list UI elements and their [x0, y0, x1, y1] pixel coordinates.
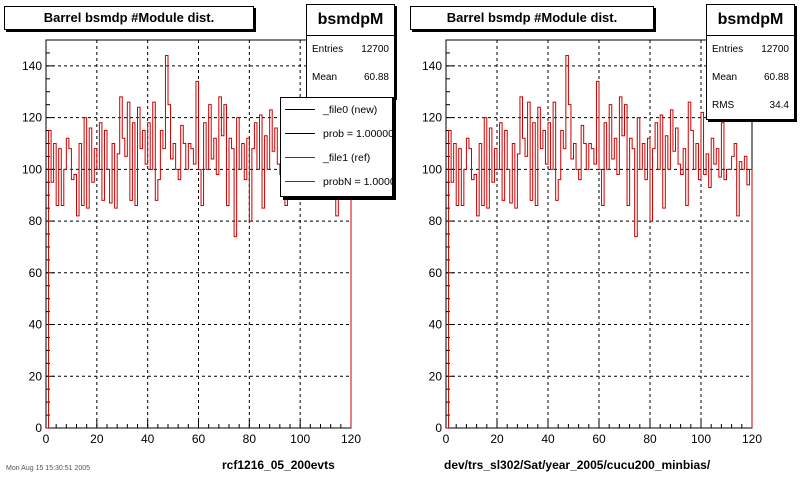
panel-2-x-tick-label: 60 — [592, 432, 606, 446]
panel-1-entries-label: Entries — [312, 44, 344, 55]
panel-2-x-caption: dev/trs_sl302/Sat/year_2005/cucu200_minb… — [444, 458, 711, 472]
panel-2-entries-value: 12700 — [761, 44, 789, 55]
panel-1-y-tick-label: 100 — [22, 162, 42, 176]
panel-2-x-tick-label: 120 — [742, 432, 762, 446]
date-stamp: Mon Aug 15 15:30:51 2005 — [6, 465, 91, 472]
panel-1-x-caption: rcf1216_05_200evts — [222, 458, 335, 472]
legend-swatch-prob — [285, 133, 315, 134]
panel-1-x-tick-label: 80 — [243, 432, 257, 446]
panel-1-stats-box: bsmdpM Entries 12700 Mean 60.88 — [306, 4, 395, 98]
legend-entry-prob: prob = 1.000000 — [281, 122, 392, 146]
legend-entry-probn: probN = 1.000000 — [281, 170, 392, 194]
panel-1-stats-mean-row: Mean 60.88 — [307, 64, 394, 92]
panel-1-y-tick-label: 40 — [29, 318, 43, 332]
panel-2-y-tick-label: 40 — [429, 318, 443, 332]
panel-1-y-tick-label: 20 — [29, 369, 43, 383]
legend-entry-file0: _file0 (new) — [281, 98, 392, 122]
panel-2-stats-entries-row: Entries 12700 — [707, 36, 794, 64]
panel-1-title: Barrel bsmdp #Module dist. — [4, 6, 254, 30]
panel-2-y-tick-label: 60 — [429, 266, 443, 280]
panel-2-stats-name: bsmdpM — [707, 5, 794, 36]
panel-1-mean-label: Mean — [312, 72, 338, 83]
panel-2-y-tick-label: 120 — [422, 111, 442, 125]
legend-swatch-file1 — [285, 157, 315, 158]
panel-2-x-tick-label: 20 — [490, 432, 504, 446]
panel-2-entries-label: Entries — [712, 44, 744, 55]
panel-1-entries-value: 12700 — [361, 44, 389, 55]
panel-1-x-tick-label: 20 — [90, 432, 104, 446]
panel-1-y-tick-label: 140 — [22, 59, 42, 73]
panel-2-mean-label: Mean — [712, 72, 738, 83]
panel-2-stats-mean-row: Mean 60.88 — [707, 64, 794, 92]
panel-1-x-tick-label: 120 — [341, 432, 361, 446]
legend-label-prob: prob = 1.000000 — [323, 128, 393, 140]
panel-2-y-tick-label: 100 — [422, 162, 442, 176]
panel-1-x-tick-label: 100 — [290, 432, 310, 446]
panel-2-rms-label: RMS — [712, 100, 735, 111]
panel-1-y-tick-label: 80 — [29, 214, 43, 228]
legend-swatch-probn — [285, 181, 315, 182]
panel-2-stats-rms-row: RMS 34.4 — [707, 92, 794, 120]
legend-label-file0: _file0 (new) — [323, 104, 378, 116]
panel-1-x-tick-label: 60 — [192, 432, 206, 446]
panel-2-y-tick-label: 20 — [429, 369, 443, 383]
panel-2-x-tick-label: 40 — [541, 432, 555, 446]
legend-label-probn: probN = 1.000000 — [323, 176, 392, 188]
panel-1-x-tick-label: 0 — [43, 432, 50, 446]
panel-2-x-tick-label: 80 — [643, 432, 657, 446]
panel-2-x-tick-label: 0 — [443, 432, 450, 446]
panel-2-mean-value: 60.88 — [763, 72, 789, 83]
panel-2-rms-value: 34.4 — [769, 100, 789, 111]
panel-2-y-tick-label: 140 — [422, 59, 442, 73]
panel-1-stats-name: bsmdpM — [307, 5, 394, 36]
panel-2-y-tick-label: 80 — [429, 214, 443, 228]
legend-entry-file1: _file1 (ref) — [281, 146, 392, 170]
panel-1-y-tick-label: 120 — [22, 111, 42, 125]
panel-2-x-tick-label: 100 — [691, 432, 711, 446]
panel-1-mean-value: 60.88 — [363, 72, 389, 83]
panel-1-legend: _file0 (new) prob = 1.000000 _file1 (ref… — [280, 97, 393, 197]
panel-1-y-tick-label: 0 — [35, 421, 42, 435]
panel-2-title: Barrel bsmdp #Module dist. — [410, 6, 654, 30]
legend-swatch-file0 — [285, 109, 315, 110]
panel-1-x-tick-label: 40 — [141, 432, 155, 446]
panel-2-stats-box: bsmdpM Entries 12700 Mean 60.88 RMS 34.4 — [706, 4, 795, 120]
legend-label-file1: _file1 (ref) — [323, 152, 371, 164]
panel-1-y-tick-label: 60 — [29, 266, 43, 280]
panel-2-series-1-histogram — [446, 55, 753, 429]
panel-2-y-tick-label: 0 — [435, 421, 442, 435]
panel-1-stats-entries-row: Entries 12700 — [307, 36, 394, 64]
